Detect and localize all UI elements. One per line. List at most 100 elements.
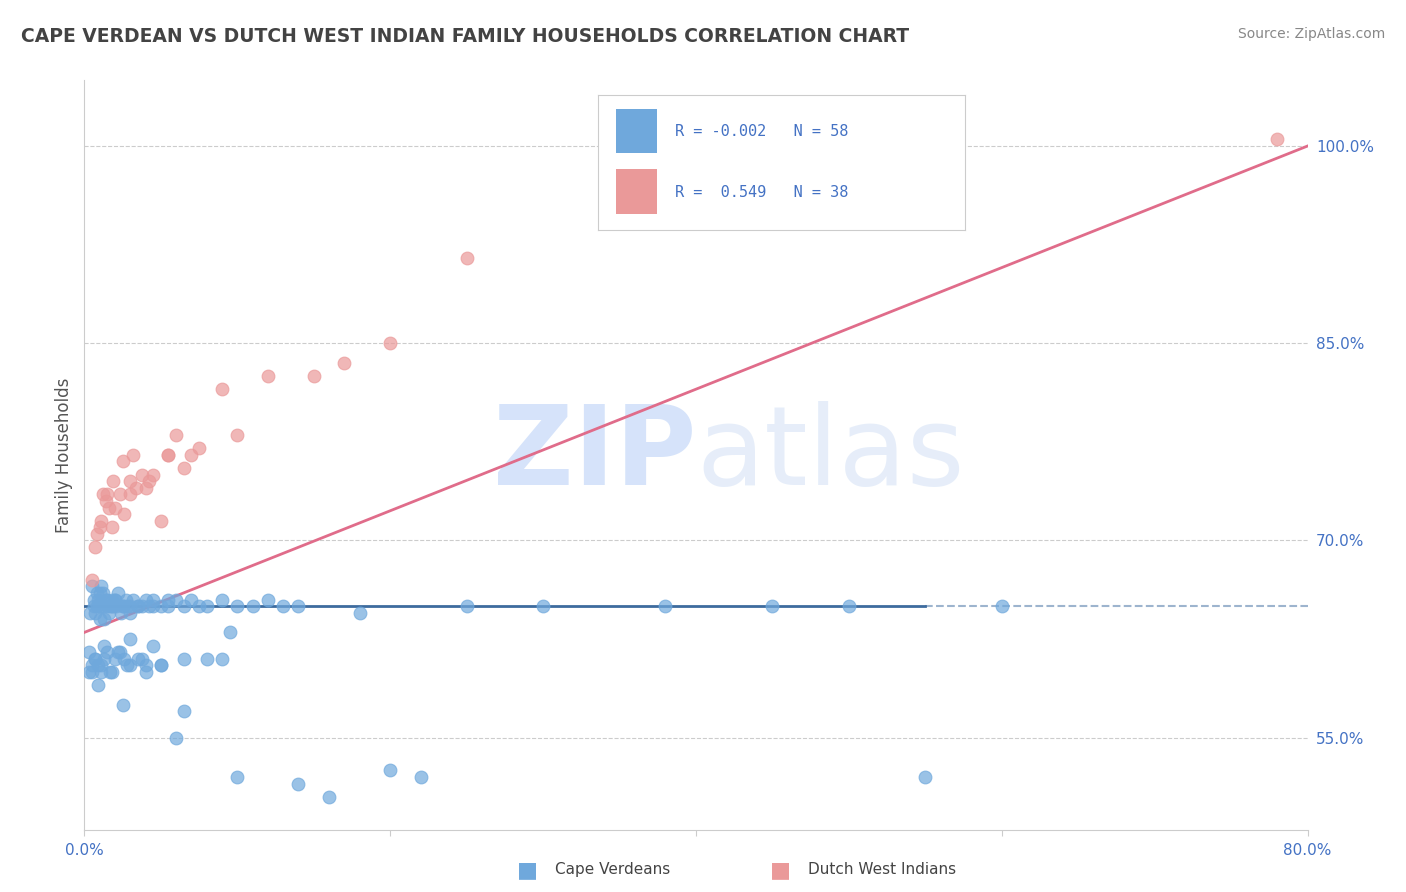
Point — [257, 592, 280, 607]
Point — [101, 665, 124, 679]
Point — [93, 651, 115, 665]
Point — [349, 606, 371, 620]
Point — [84, 606, 107, 620]
Point — [761, 599, 783, 613]
Point — [84, 651, 107, 665]
Point — [101, 592, 124, 607]
Point — [180, 592, 202, 607]
Point — [101, 599, 124, 613]
Point — [135, 592, 157, 607]
Text: ZIP: ZIP — [492, 401, 696, 508]
Point — [96, 599, 118, 613]
Point — [91, 586, 114, 600]
Point — [108, 487, 131, 501]
Point — [84, 651, 107, 665]
Point — [120, 606, 142, 620]
Point — [98, 665, 121, 679]
Point — [104, 592, 127, 607]
Point — [79, 606, 101, 620]
Point — [142, 467, 165, 482]
Point — [105, 599, 128, 613]
Point — [838, 599, 860, 613]
Point — [226, 428, 249, 442]
Point — [90, 665, 112, 679]
Point — [173, 704, 195, 718]
Point — [142, 592, 165, 607]
Point — [127, 599, 149, 613]
Point — [77, 645, 100, 659]
Point — [93, 612, 115, 626]
Point — [131, 599, 153, 613]
Point — [409, 770, 432, 784]
Point — [97, 606, 120, 620]
Y-axis label: Family Households: Family Households — [55, 377, 73, 533]
Point — [380, 764, 402, 778]
Point — [287, 776, 309, 790]
Point — [242, 599, 264, 613]
Point — [112, 507, 135, 521]
Point — [89, 612, 111, 626]
Point — [115, 658, 138, 673]
Point — [87, 678, 110, 692]
Point — [226, 770, 249, 784]
Point — [93, 639, 115, 653]
Point — [135, 665, 157, 679]
Point — [120, 599, 142, 613]
Point — [127, 651, 149, 665]
Point — [120, 658, 142, 673]
Point — [115, 599, 138, 613]
Point — [135, 481, 157, 495]
Point — [173, 651, 195, 665]
Point — [127, 599, 149, 613]
Point — [142, 639, 165, 653]
Point — [103, 474, 125, 488]
Point — [287, 599, 309, 613]
Point — [125, 481, 148, 495]
Point — [96, 592, 118, 607]
Point — [142, 599, 165, 613]
Point — [131, 651, 153, 665]
Point — [87, 658, 110, 673]
Point — [456, 599, 478, 613]
Point — [86, 599, 108, 613]
Point — [195, 599, 218, 613]
Point — [80, 579, 103, 593]
Text: ■: ■ — [770, 860, 790, 880]
Point — [120, 632, 142, 646]
Point — [149, 514, 172, 528]
Point — [80, 658, 103, 673]
Point — [107, 645, 129, 659]
Point — [103, 599, 125, 613]
Point — [157, 448, 180, 462]
Point — [1265, 132, 1288, 146]
Point — [77, 665, 100, 679]
Point — [101, 520, 124, 534]
Point — [110, 606, 132, 620]
Point — [83, 592, 105, 607]
Point — [157, 599, 180, 613]
Point — [80, 573, 103, 587]
Point — [122, 448, 145, 462]
Point — [89, 586, 111, 600]
Point — [165, 428, 187, 442]
Point — [98, 599, 121, 613]
Point — [104, 500, 127, 515]
Point — [122, 592, 145, 607]
Point — [84, 540, 107, 554]
Point — [138, 599, 160, 613]
Point — [120, 474, 142, 488]
Point — [86, 526, 108, 541]
Point — [97, 500, 120, 515]
Point — [173, 599, 195, 613]
Point — [108, 645, 131, 659]
Text: CAPE VERDEAN VS DUTCH WEST INDIAN FAMILY HOUSEHOLDS CORRELATION CHART: CAPE VERDEAN VS DUTCH WEST INDIAN FAMILY… — [21, 27, 910, 45]
Point — [165, 592, 187, 607]
Point — [149, 599, 172, 613]
Text: Source: ZipAtlas.com: Source: ZipAtlas.com — [1237, 27, 1385, 41]
Point — [456, 251, 478, 265]
Point — [138, 474, 160, 488]
Point — [96, 487, 118, 501]
Point — [91, 487, 114, 501]
Point — [86, 586, 108, 600]
Point — [114, 592, 136, 607]
